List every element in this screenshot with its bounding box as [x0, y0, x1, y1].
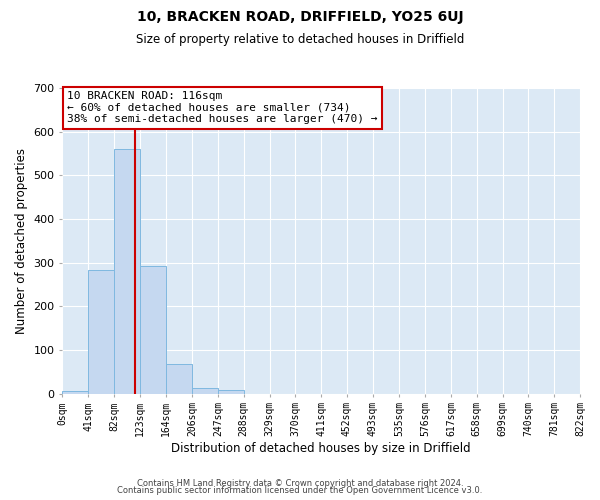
Bar: [140, 266, 166, 394]
Bar: [88, 270, 114, 394]
Text: 10 BRACKEN ROAD: 116sqm
← 60% of detached houses are smaller (734)
38% of semi-d: 10 BRACKEN ROAD: 116sqm ← 60% of detache…: [67, 91, 378, 124]
Bar: [218, 390, 244, 394]
Bar: [62, 390, 88, 394]
Y-axis label: Number of detached properties: Number of detached properties: [15, 148, 28, 334]
Text: Contains HM Land Registry data © Crown copyright and database right 2024.: Contains HM Land Registry data © Crown c…: [137, 478, 463, 488]
Text: Size of property relative to detached houses in Driffield: Size of property relative to detached ho…: [136, 32, 464, 46]
X-axis label: Distribution of detached houses by size in Driffield: Distribution of detached houses by size …: [172, 442, 471, 455]
Text: 10, BRACKEN ROAD, DRIFFIELD, YO25 6UJ: 10, BRACKEN ROAD, DRIFFIELD, YO25 6UJ: [137, 10, 463, 24]
Bar: [114, 149, 140, 394]
Text: Contains public sector information licensed under the Open Government Licence v3: Contains public sector information licen…: [118, 486, 482, 495]
Bar: [192, 388, 218, 394]
Bar: [166, 364, 192, 394]
